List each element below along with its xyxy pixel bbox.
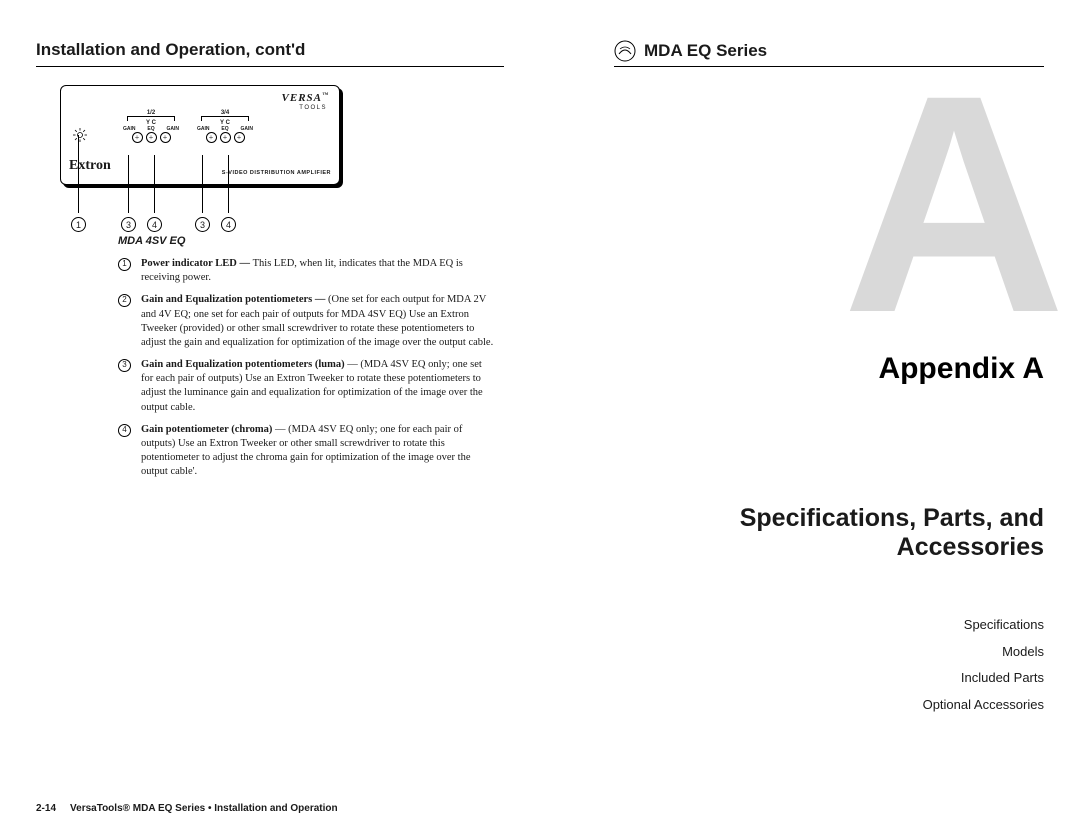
appendix-label: Appendix A	[878, 352, 1044, 386]
section-header: Installation and Operation, cont'd	[36, 40, 504, 67]
versa-logo-text: VERSA	[282, 92, 322, 104]
item-text: Gain potentiometer (chroma) — (MDA 4SV E…	[141, 423, 494, 480]
subtitle-line-2: Accessories	[740, 533, 1044, 562]
amplifier-label: S-VIDEO DISTRIBUTION AMPLIFIER	[222, 170, 331, 176]
item-text: Gain and Equalization potentiometers — (…	[141, 293, 494, 350]
potentiometer-icon	[206, 132, 217, 143]
pot-group-12: 1/2 Y C GAIN EQ GAIN	[123, 110, 179, 143]
item-number: 4	[118, 424, 131, 437]
right-page: MDA EQ Series A Appendix A Specification…	[540, 0, 1080, 834]
callout-number: 3	[121, 217, 136, 232]
description-list: 1 Power indicator LED — This LED, when l…	[118, 257, 494, 479]
page-number: 2-14	[36, 803, 56, 814]
toc-item: Models	[923, 639, 1044, 666]
callout-number: 3	[195, 217, 210, 232]
item-number: 1	[118, 258, 131, 271]
toc-item: Specifications	[923, 612, 1044, 639]
potentiometer-icon	[220, 132, 231, 143]
description-item: 1 Power indicator LED — This LED, when l…	[118, 257, 494, 285]
versa-logo-sub: TOOLS	[299, 105, 327, 111]
callout-number: 4	[221, 217, 236, 232]
led-sun-icon	[73, 128, 87, 142]
item-number: 3	[118, 359, 131, 372]
callout-row: 1 3 4 3 4	[60, 185, 504, 225]
description-item: 4 Gain potentiometer (chroma) — (MDA 4SV…	[118, 423, 494, 480]
footer-title: VersaTools® MDA EQ Series • Installation…	[70, 803, 338, 814]
device-diagram: VERSA™ TOOLS 1/2 Y C GAIN	[60, 85, 340, 185]
description-item: 2 Gain and Equalization potentiometers —…	[118, 293, 494, 350]
left-page: Installation and Operation, cont'd VERSA…	[0, 0, 540, 834]
appendix-toc: Specifications Models Included Parts Opt…	[923, 612, 1044, 719]
potentiometer-icon	[146, 132, 157, 143]
description-item: 3 Gain and Equalization potentiometers (…	[118, 358, 494, 415]
pot-group-34: 3/4 Y C GAIN EQ GAIN	[197, 110, 253, 143]
item-text: Power indicator LED — This LED, when lit…	[141, 257, 494, 285]
versa-logo: VERSA™	[282, 92, 329, 104]
item-text: Gain and Equalization potentiometers (lu…	[141, 358, 494, 415]
potentiometer-icon	[234, 132, 245, 143]
toc-item: Included Parts	[923, 665, 1044, 692]
page-footer-left: 2-14 VersaTools® MDA EQ Series • Install…	[36, 803, 504, 814]
item-number: 2	[118, 294, 131, 307]
subtitle-line-1: Specifications, Parts, and	[740, 504, 1044, 533]
appendix-subtitle: Specifications, Parts, and Accessories	[740, 504, 1044, 562]
potentiometer-icon	[132, 132, 143, 143]
watermark-letter: A	[842, 80, 1056, 328]
extron-brand: Extron	[69, 158, 111, 174]
callout-number: 1	[71, 217, 86, 232]
page-spread: Installation and Operation, cont'd VERSA…	[0, 0, 1080, 834]
right-header-title: MDA EQ Series	[644, 41, 767, 61]
product-name: MDA 4SV EQ	[118, 235, 504, 247]
seal-icon	[614, 40, 636, 62]
callout-number: 4	[147, 217, 162, 232]
potentiometer-icon	[160, 132, 171, 143]
toc-item: Optional Accessories	[923, 692, 1044, 719]
